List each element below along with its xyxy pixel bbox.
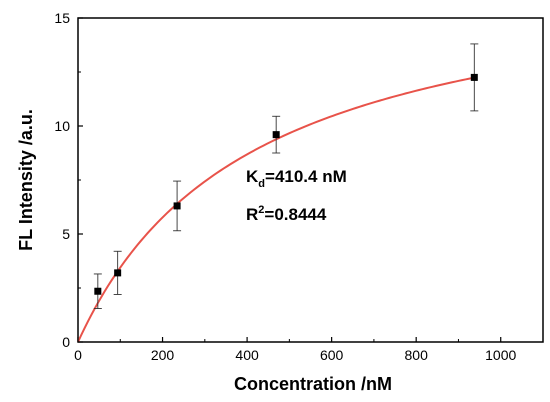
r2-superscript: 2 [258,204,264,216]
x-axis-title: Concentration /nM [234,374,392,394]
fit-curve [77,76,476,343]
y-tick-label: 15 [54,10,70,26]
kd-symbol: K [246,167,259,186]
data-point [173,202,181,210]
y-tick-label: 0 [62,334,70,350]
kd-subscript: d [258,178,265,190]
r2-annotation: R2=0.8444 [246,204,327,224]
data-point [272,131,280,139]
data-point [470,73,478,81]
x-tick-label: 800 [405,347,429,363]
fit-curve-layer [77,76,476,343]
x-tick-label: 400 [235,347,259,363]
x-tick-label: 200 [151,347,175,363]
data-point [94,287,102,295]
y-tick-label: 10 [54,118,70,134]
r2-symbol: R [246,205,258,224]
x-tick-label: 0 [74,347,82,363]
x-tick-label: 600 [320,347,344,363]
x-tick-label: 1000 [485,347,516,363]
r2-value: =0.8444 [264,205,326,224]
y-tick-label: 5 [62,226,70,242]
y-axis-title: FL Intensity /a.u. [16,109,36,251]
data-point [114,269,122,277]
kd-value: =410.4 nM [265,167,347,186]
kd-annotation: Kd=410.4 nM [246,167,347,190]
axis-ticks-layer: 0 200 400 600 800 1000 0 5 10 15 [54,10,544,363]
data-points-layer [93,43,479,309]
